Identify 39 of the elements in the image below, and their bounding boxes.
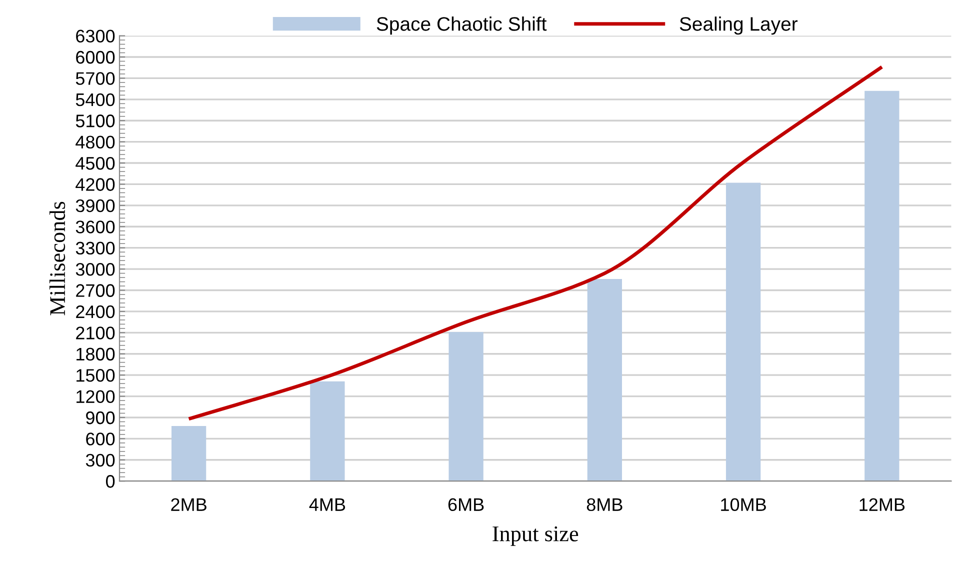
y-tick-label: 2100 (76, 326, 115, 340)
y-tick-label: 3000 (76, 262, 115, 276)
x-tick-label: 6MB (448, 498, 484, 512)
y-tick-label: 1800 (76, 348, 115, 361)
y-tick-label: 3600 (76, 220, 115, 234)
y-tick-label: 6000 (76, 50, 115, 64)
y-tick-label: 1500 (76, 369, 115, 382)
y-tick-label: 900 (86, 411, 115, 424)
y-tick-label: 4500 (76, 156, 115, 170)
x-axis-title: Input size (492, 526, 578, 546)
y-tick-label: 5400 (76, 93, 115, 106)
y-tick-label: 6300 (76, 30, 115, 43)
y-tick-label: 5700 (76, 72, 115, 85)
legend-label: Sealing Layer (680, 16, 798, 35)
y-tick-label: 2700 (76, 284, 115, 297)
bar (587, 278, 622, 482)
x-tick-label: 12MB (860, 498, 905, 511)
y-tick-label: 4800 (76, 136, 115, 149)
y-tick-label: 0 (106, 475, 115, 488)
y-tick-label: 2400 (76, 305, 115, 318)
x-tick-label: 2MB (171, 498, 206, 511)
x-tick-label: 8MB (586, 498, 622, 512)
y-tick-label: 4200 (76, 178, 115, 191)
x-tick-label: 4MB (309, 498, 346, 511)
bar (864, 90, 900, 482)
y-tick-label: 600 (86, 432, 115, 446)
bar (310, 381, 345, 482)
y-tick-label: 3900 (76, 199, 115, 212)
legend-label: Space Chaotic Shift (376, 16, 547, 35)
bar (171, 426, 206, 482)
y-tick-label: 300 (86, 454, 115, 467)
bar (448, 332, 484, 482)
y-axis-title: Milliseconds (49, 202, 66, 316)
y-tick-label: 3300 (76, 242, 115, 255)
y-tick-label: 1200 (76, 390, 115, 403)
y-tick-label: 5100 (76, 114, 115, 128)
bar (726, 182, 761, 482)
x-tick-label: 10MB (721, 498, 766, 512)
line-series (187, 65, 884, 421)
